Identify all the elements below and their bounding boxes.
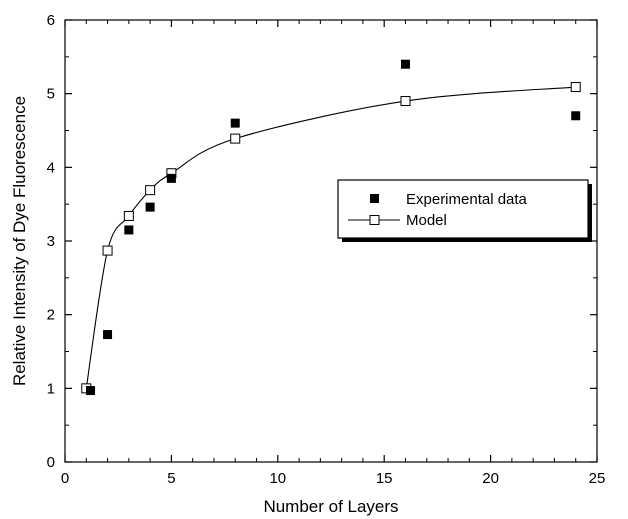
experimental-point [145, 202, 155, 212]
experimental-point [230, 118, 240, 128]
y-tick-label: 0 [47, 454, 55, 471]
x-tick-label: 5 [167, 470, 175, 487]
data-points [81, 59, 581, 396]
legend-box [337, 179, 589, 239]
legend-marker-experimental [370, 194, 379, 203]
model-point [145, 185, 156, 196]
experimental-point [166, 173, 176, 183]
model-point [400, 96, 411, 107]
y-tick-label: 3 [47, 233, 55, 250]
model-point [570, 82, 581, 93]
model-point [230, 133, 241, 144]
model-point [102, 245, 113, 256]
experimental-point [103, 330, 113, 340]
experimental-point [86, 386, 96, 396]
legend-marker-model [369, 215, 380, 225]
x-axis: 0 5 10 15 20 25 [61, 20, 606, 487]
x-tick-label: 15 [376, 470, 393, 487]
model-point [123, 210, 134, 221]
y-axis: 0 1 2 3 4 5 6 [47, 12, 597, 471]
y-tick-label: 6 [47, 12, 55, 29]
x-axis-label: Number of Layers [263, 497, 398, 516]
x-tick-label: 20 [482, 470, 499, 487]
legend: Experimental data Model [337, 179, 592, 242]
legend-label-model: Model [406, 212, 447, 229]
experimental-point [400, 59, 410, 69]
legend-label-experimental: Experimental data [406, 191, 528, 208]
y-axis-label: Relative Intensity of Dye Fluorescence [10, 96, 29, 386]
y-tick-label: 5 [47, 86, 55, 103]
experimental-point [124, 225, 134, 235]
x-tick-label: 10 [269, 470, 286, 487]
y-tick-label: 2 [47, 307, 55, 324]
y-tick-label: 4 [47, 159, 55, 176]
x-tick-label: 25 [589, 470, 606, 487]
x-tick-label: 0 [61, 470, 69, 487]
experimental-point [571, 111, 581, 121]
y-tick-label: 1 [47, 380, 55, 397]
